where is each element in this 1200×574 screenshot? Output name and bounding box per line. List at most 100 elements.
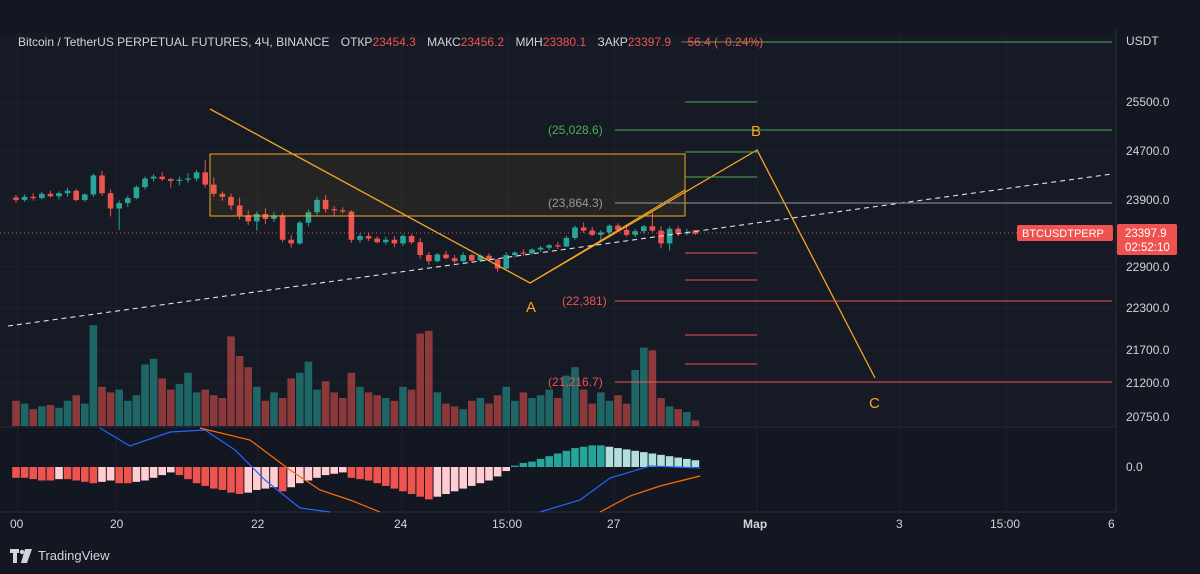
candle-body[interactable] [563, 237, 570, 247]
candle-body[interactable] [56, 193, 62, 197]
candle-body[interactable] [279, 215, 286, 240]
abc-pattern-line[interactable] [209, 108, 876, 379]
volume-bar [12, 400, 20, 426]
candle-body[interactable] [460, 255, 466, 262]
macd-histogram-bar [468, 467, 476, 486]
macd-histogram-bar [683, 458, 691, 467]
volume-bar [29, 409, 37, 426]
candle-body[interactable] [417, 242, 423, 256]
candle-body[interactable] [434, 254, 441, 262]
candle-body[interactable] [486, 255, 492, 260]
candle-body[interactable] [64, 190, 71, 194]
candle-body[interactable] [73, 190, 79, 200]
candle-body[interactable] [529, 249, 535, 254]
candle-body[interactable] [21, 196, 28, 200]
candle-body[interactable] [503, 255, 509, 269]
candle-body[interactable] [649, 226, 656, 231]
candle-body[interactable] [30, 196, 36, 199]
candle-body[interactable] [365, 236, 372, 239]
price-tag-bg [1117, 224, 1177, 255]
candle-body[interactable] [159, 176, 165, 180]
candle-body[interactable] [331, 209, 337, 211]
volume-bar [605, 400, 614, 426]
candle-body[interactable] [133, 187, 140, 199]
volume-bar [235, 356, 244, 426]
channel-line[interactable] [529, 189, 686, 284]
candle-body[interactable] [168, 179, 174, 181]
candle-body[interactable] [348, 211, 355, 240]
candle-body[interactable] [271, 215, 277, 219]
candle-body[interactable] [391, 239, 398, 244]
candle-body[interactable] [142, 178, 148, 188]
candle-body[interactable] [116, 203, 122, 209]
candle-body[interactable] [469, 255, 475, 261]
volume-bar [511, 400, 519, 426]
macd-histogram-bar [106, 467, 115, 481]
candle-body[interactable] [623, 229, 630, 235]
candle-body[interactable] [555, 245, 561, 247]
symbol-title[interactable]: Bitcoin / TetherUS PERPETUAL FUTURES, 4Ч… [18, 35, 330, 49]
candle-body[interactable] [400, 236, 406, 244]
candle-body[interactable] [494, 259, 501, 269]
candle-body[interactable] [666, 228, 673, 244]
candle-body[interactable] [598, 232, 604, 235]
candle-body[interactable] [322, 199, 329, 210]
candle-body[interactable] [90, 175, 97, 195]
candle-body[interactable] [451, 258, 458, 262]
dashed-trendline[interactable] [7, 173, 1113, 327]
candle-body[interactable] [546, 245, 552, 248]
macd-histogram-bar [46, 467, 55, 481]
candle-body[interactable] [125, 198, 131, 203]
candle-body[interactable] [305, 212, 312, 223]
candle-body[interactable] [443, 254, 449, 259]
candle-body[interactable] [297, 222, 303, 244]
candle-body[interactable] [374, 238, 380, 243]
candle-body[interactable] [211, 184, 217, 194]
change-value: −56.4 (−0.24%) [680, 35, 764, 49]
volume-bar [98, 386, 106, 426]
candle-body[interactable] [13, 197, 19, 200]
candle-body[interactable] [39, 193, 45, 199]
candle-body[interactable] [632, 231, 638, 235]
candle-body[interactable] [150, 176, 157, 179]
price-tick-21700: 21700.0 [1126, 343, 1170, 357]
candle-body[interactable] [202, 172, 208, 185]
candle-body[interactable] [572, 227, 578, 238]
candle-body[interactable] [219, 193, 226, 197]
candle-body[interactable] [193, 172, 200, 179]
macd-histogram-bar [167, 467, 175, 473]
candle-body[interactable] [383, 239, 389, 243]
candle-body[interactable] [107, 193, 114, 209]
candle-body[interactable] [47, 193, 54, 197]
candle-body[interactable] [254, 214, 260, 222]
candle-body[interactable] [185, 178, 191, 180]
supply-zone-box[interactable] [209, 153, 686, 217]
candle-body[interactable] [675, 228, 681, 234]
candle-body[interactable] [520, 252, 527, 254]
candle-body[interactable] [236, 205, 243, 216]
candle-body[interactable] [99, 175, 105, 194]
candle-body[interactable] [314, 199, 320, 213]
candle-body[interactable] [537, 247, 544, 250]
candle-body[interactable] [606, 225, 613, 233]
brand-footer[interactable]: TradingView [10, 548, 110, 563]
macd-histogram-bar [55, 467, 63, 480]
candle-body[interactable] [692, 230, 699, 234]
candle-body[interactable] [641, 226, 647, 232]
candle-body[interactable] [658, 230, 664, 244]
candle-body[interactable] [426, 255, 432, 262]
candle-body[interactable] [615, 225, 621, 230]
macd-histogram-bar [235, 467, 244, 494]
candle-body[interactable] [580, 227, 587, 231]
candle-body[interactable] [512, 252, 518, 256]
candle-body[interactable] [228, 196, 234, 206]
candle-body[interactable] [357, 236, 363, 240]
candle-body[interactable] [245, 215, 251, 222]
candle-body[interactable] [340, 210, 346, 212]
candle-body[interactable] [82, 194, 88, 200]
candle-body[interactable] [176, 179, 183, 181]
candle-body[interactable] [288, 239, 294, 244]
candle-body[interactable] [408, 236, 415, 243]
candle-body[interactable] [477, 255, 484, 261]
